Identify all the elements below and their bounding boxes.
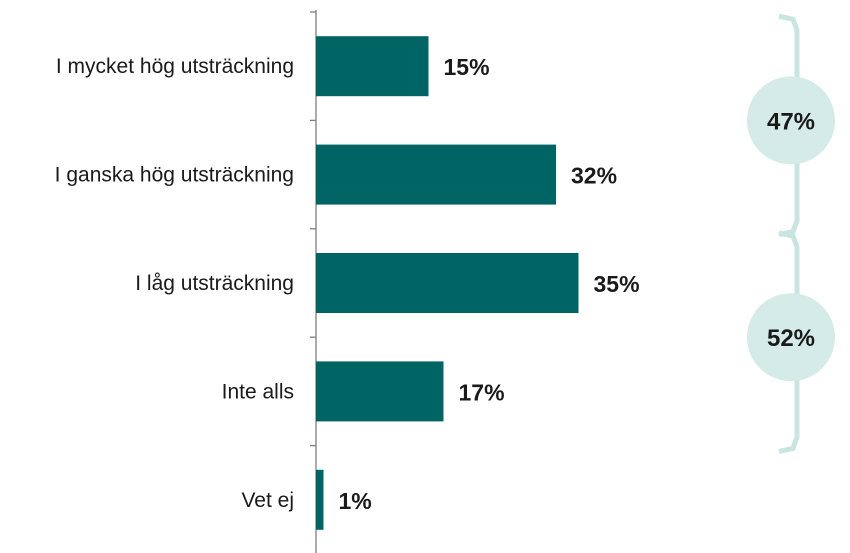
value-label: 17% — [459, 379, 505, 405]
bars — [316, 36, 579, 530]
group-summary: 47% — [747, 13, 835, 238]
category-label: Inte alls — [222, 380, 294, 403]
category-labels: I mycket hög utsträckning I ganska hög ut… — [55, 55, 294, 512]
bar — [316, 36, 429, 97]
group-summary: 52% — [747, 230, 835, 454]
bar — [316, 253, 579, 313]
category-label: Vet ej — [241, 489, 294, 512]
y-axis — [310, 10, 317, 553]
group-circle — [747, 76, 835, 165]
group-circle — [747, 293, 835, 382]
category-label: I mycket hög utsträckning — [56, 55, 294, 78]
group-percentage: 47% — [767, 108, 815, 135]
bar — [316, 144, 556, 205]
value-label: 15% — [444, 54, 490, 80]
bar — [316, 469, 324, 530]
category-label: I ganska hög utsträckning — [55, 164, 294, 187]
value-label: 32% — [571, 163, 617, 189]
category-label: I låg utsträckning — [135, 272, 294, 295]
bar — [316, 361, 444, 422]
group-percentage: 52% — [767, 325, 815, 352]
group-summaries: 47% 52% — [747, 13, 835, 454]
value-label: 35% — [594, 271, 640, 297]
value-label: 1% — [339, 488, 372, 514]
value-labels: 15% 32% 35% 17% 1% — [339, 54, 640, 514]
